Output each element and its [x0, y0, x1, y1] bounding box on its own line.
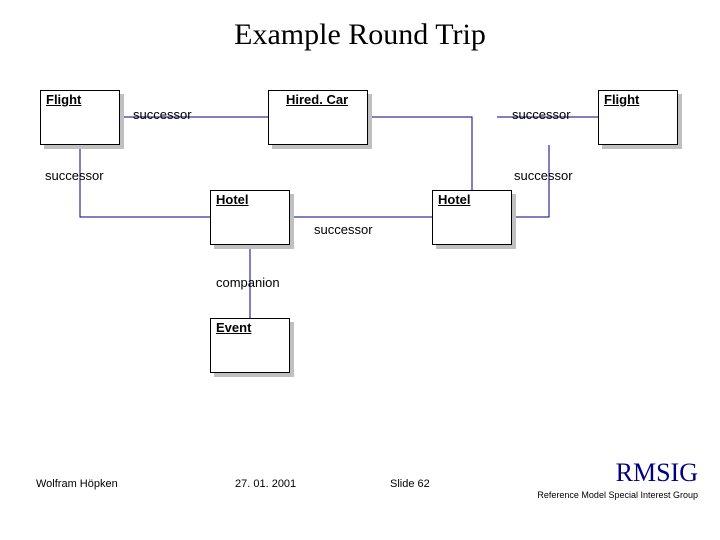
node-label: Flight	[604, 92, 639, 107]
edge-label: successor	[514, 168, 573, 183]
edge-label: companion	[216, 275, 280, 290]
node-label: Event	[216, 320, 251, 335]
footer-slide: Slide 62	[390, 478, 430, 490]
footer-author: Wolfram Höpken	[36, 478, 118, 490]
node-label: Hotel	[438, 192, 471, 207]
edge-label: successor	[133, 107, 192, 122]
footer-brand-subtitle: Reference Model Special Interest Group	[537, 490, 698, 500]
footer-brand: RMSIG	[616, 458, 698, 488]
footer-date: 27. 01. 2001	[235, 478, 296, 490]
node-label: Hired. Car	[286, 92, 348, 107]
edge-label: successor	[45, 168, 104, 183]
node-label: Flight	[46, 92, 81, 107]
edge-label: successor	[314, 222, 373, 237]
edge-label: successor	[512, 107, 571, 122]
page-title: Example Round Trip	[0, 18, 720, 52]
node-label: Hotel	[216, 192, 249, 207]
